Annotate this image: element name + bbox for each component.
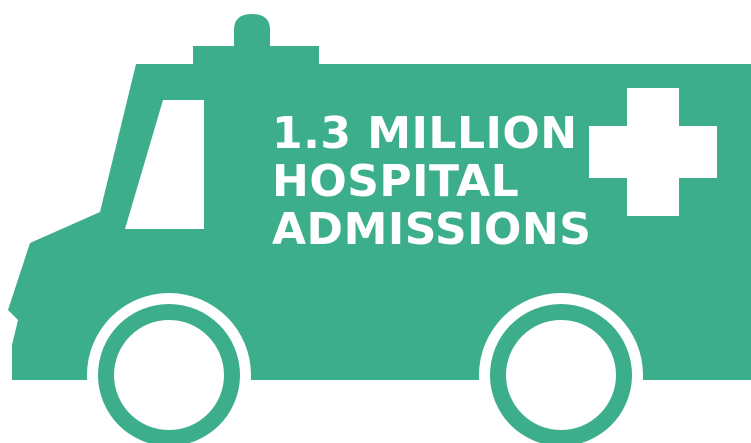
headline-line-3: ADMISSIONS xyxy=(272,204,592,255)
medical-cross-icon xyxy=(589,88,717,216)
siren-light-icon xyxy=(193,14,319,66)
headline-stat: 1.3 MILLION HOSPITAL ADMISSIONS xyxy=(272,110,591,254)
rear-wheel-icon xyxy=(479,293,643,443)
headline-line-2: HOSPITAL xyxy=(272,156,520,207)
headline-line-1: 1.3 MILLION xyxy=(272,108,578,159)
front-wheel-icon xyxy=(87,293,251,443)
windshield-window xyxy=(125,100,204,229)
